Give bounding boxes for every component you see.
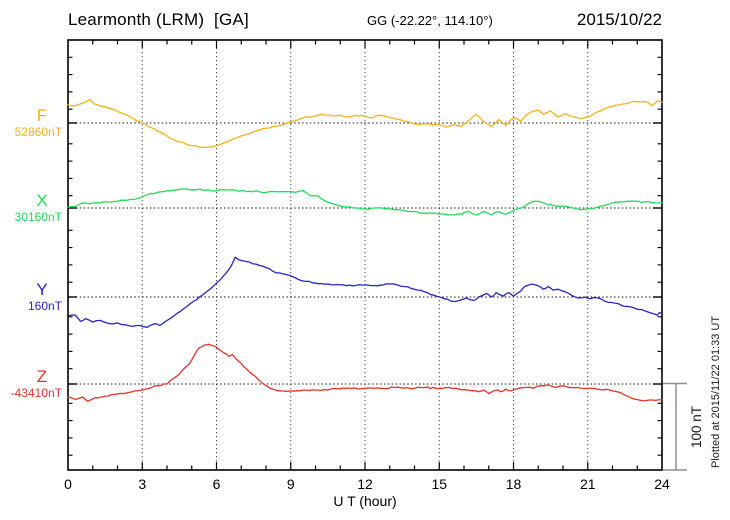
series-f-label: F bbox=[36, 106, 48, 125]
scale-bar bbox=[663, 382, 687, 471]
x-tick-label-15: 15 bbox=[431, 476, 447, 492]
station-title: Learmonth (LRM) [GA] bbox=[68, 10, 249, 29]
x-tick-labels: 0 3 6 9 12 15 18 21 24 bbox=[64, 476, 670, 492]
x-gridlines bbox=[141, 40, 589, 470]
plot-border bbox=[67, 39, 663, 471]
series-f-baseline-value: 52860nT bbox=[14, 125, 62, 139]
x-axis-label: U T (hour) bbox=[333, 493, 397, 509]
plot-frame bbox=[67, 39, 663, 471]
x-tick-label-3: 3 bbox=[138, 476, 146, 492]
series-x-baseline-value: 30160nT bbox=[14, 210, 62, 224]
data-curves bbox=[67, 98, 663, 402]
curve-y bbox=[67, 256, 663, 328]
series-y-baseline-value: 160nT bbox=[27, 299, 62, 313]
series-z-baseline-value: -43410nT bbox=[10, 386, 62, 400]
series-y-label: Y bbox=[36, 280, 48, 299]
plotted-at-note: Plotted at 2015/11/22 01:33 UT bbox=[710, 316, 722, 468]
x-tick-label-24: 24 bbox=[654, 476, 670, 492]
curve-x bbox=[67, 188, 663, 216]
plot-date: 2015/10/22 bbox=[576, 10, 662, 29]
x-tick-label-18: 18 bbox=[506, 476, 522, 492]
curve-f bbox=[67, 98, 663, 149]
geographic-coordinates: GG (-22.22°, 114.10°) bbox=[367, 13, 493, 28]
series-z-label: Z bbox=[36, 367, 48, 386]
series-x-label: X bbox=[36, 191, 48, 210]
x-tick-label-0: 0 bbox=[64, 476, 72, 492]
curve-z bbox=[67, 343, 663, 402]
x-tick-label-6: 6 bbox=[213, 476, 221, 492]
scale-bar-label: 100 nT bbox=[689, 406, 704, 448]
x-tick-label-12: 12 bbox=[357, 476, 373, 492]
x-tick-label-9: 9 bbox=[287, 476, 295, 492]
x-tick-label-21: 21 bbox=[580, 476, 596, 492]
